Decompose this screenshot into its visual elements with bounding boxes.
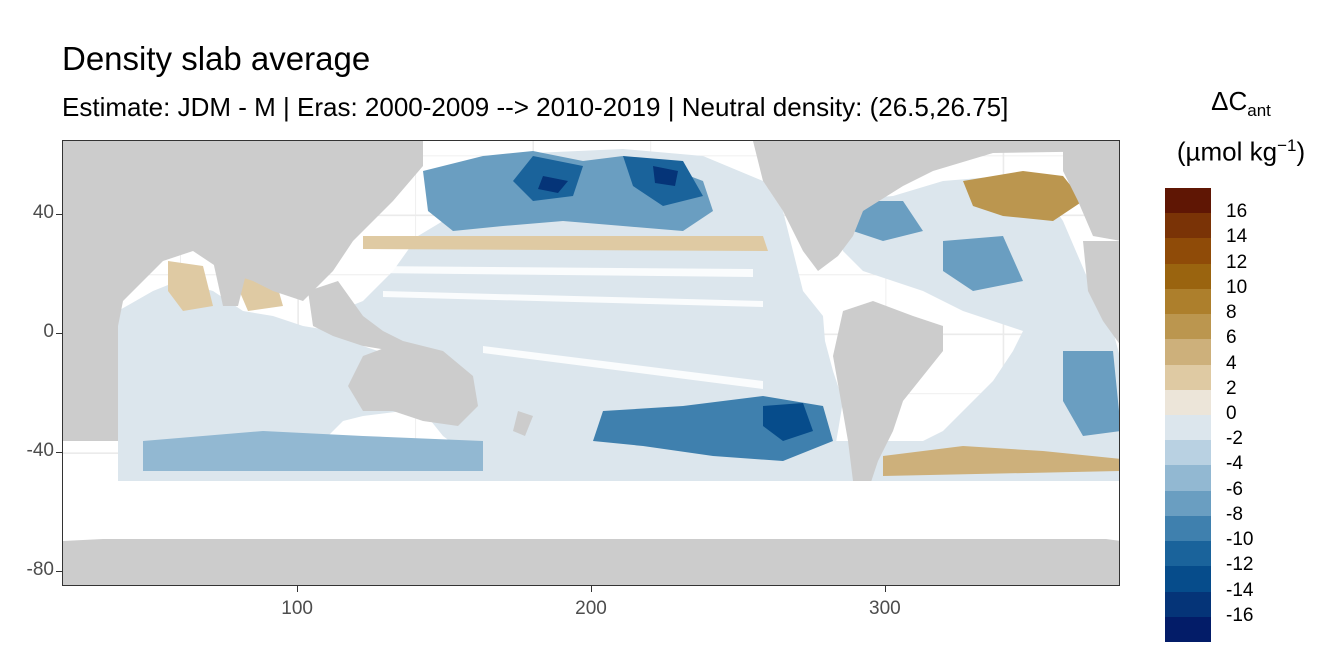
colorbar-label: -4 [1226,453,1243,475]
europe-land [1063,146,1119,241]
australia-land [348,341,478,426]
colorbar-segment [1165,339,1211,365]
colorbar-segment [1165,238,1211,264]
equatorial-pacific-neutral-streaks [363,266,763,389]
india-land [213,261,248,306]
x-tick-label: 100 [281,598,313,619]
colorbar-label: -6 [1226,478,1243,500]
south-pacific-strong-negative [763,403,813,441]
x-tick-mark [297,586,299,592]
colorbar-label: -14 [1226,579,1254,601]
legend-unit-text: (µmol kg [1176,136,1278,167]
x-tick-label: 300 [869,598,901,619]
colorbar-segment [1165,490,1211,516]
map-canvas [63,141,1119,585]
colorbar-label: -2 [1226,428,1243,450]
colorbar-segment [1165,389,1211,415]
colorbar-label: -10 [1226,529,1254,551]
new-zealand-land [513,411,533,436]
colorbar-label: 16 [1226,201,1248,223]
colorbar-segment [1165,213,1211,239]
y-tick-label: 0 [43,321,54,343]
legend-symbol-text: ΔC [1211,86,1248,116]
y-tick-label: -40 [26,440,54,462]
colorbar-label: 6 [1226,327,1237,349]
colorbar-segment [1165,188,1211,214]
south-america-land [833,301,943,491]
colorbar-segment [1165,314,1211,340]
x-tick-label: 200 [575,598,607,619]
indian-ocean-field [118,281,418,476]
south-atlantic-positive-anomaly [883,446,1119,476]
legend-subscript: ant [1247,101,1271,121]
map-title: Density slab average [62,40,371,77]
colorbar-label: 14 [1226,226,1248,248]
x-tick-mark [591,586,592,592]
north-atlantic-negative-anomaly [843,201,1023,291]
colorbar-label: -12 [1226,554,1254,576]
colorbar-label: 0 [1226,403,1237,424]
atlantic-ocean-field [833,176,1119,476]
y-tick-mark [56,452,62,454]
north-pacific-positive-band [363,236,768,251]
colorbar-label: 12 [1226,251,1248,273]
colorbar-segment [1165,515,1211,542]
y-tick-label: 40 [32,202,54,224]
colorbar-segment [1165,591,1211,617]
africa-east-land [1083,241,1119,344]
colorbar-segment [1165,465,1211,491]
southern-no-data-area [63,481,1119,539]
x-tick-mark [884,586,886,592]
colorbar-label: 2 [1226,377,1237,399]
legend-title-symbol: ΔCant [1148,86,1334,121]
colorbar-segment [1165,414,1211,441]
map-panel [62,140,1120,586]
south-atlantic-negative-anomaly [1063,351,1119,436]
colorbar-label: -16 [1226,604,1254,626]
colorbar-segment [1165,364,1211,390]
legend-unit-close: ) [1296,136,1306,167]
colorbar-segment [1165,263,1211,289]
colorbar-label: 4 [1226,352,1237,374]
southern-no-data-band [63,481,1119,539]
map-subtitle: Estimate: JDM - M | Eras: 2000-2009 --> … [62,92,1009,122]
legend-colorbar [1165,188,1211,642]
y-tick-mark [56,571,62,573]
colorbar-label: -8 [1226,503,1243,525]
colorbar-segment [1165,541,1211,567]
north-atlantic-positive-anomaly [963,171,1083,221]
north-america-land [753,141,1119,271]
north-pacific-core-negative [538,166,678,193]
colorbar-segment [1165,288,1211,315]
ocean-anomaly-field [118,149,1119,481]
y-tick-label: -80 [26,559,54,581]
y-tick-mark [56,333,62,335]
colorbar-label: 8 [1226,302,1237,324]
y-tick-mark [56,214,62,216]
legend-unit-exponent: −1 [1277,136,1297,155]
legend-title-unit: (µmol kg−1) [1148,136,1334,168]
colorbar-segment [1165,616,1211,642]
colorbar-segment [1165,440,1211,466]
eurasia-africa-land [63,141,423,441]
southeast-asia-land [308,281,403,351]
colorbar-label: 10 [1226,276,1248,298]
indian-ocean-negative-anomaly [143,431,483,471]
colorbar-segment [1165,566,1211,592]
